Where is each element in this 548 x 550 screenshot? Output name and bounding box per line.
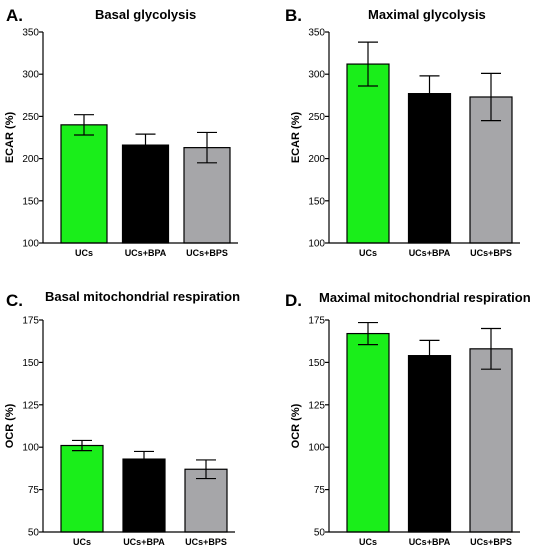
y-tick-label: 350 bbox=[22, 28, 39, 39]
bar-ucs-bps bbox=[469, 348, 513, 533]
x-tick-label: UCs bbox=[359, 537, 377, 547]
panel-letter: B. bbox=[285, 6, 302, 25]
bar-ucs-bps bbox=[184, 468, 228, 533]
y-tick-label: 175 bbox=[22, 316, 39, 327]
y-tick-label: 150 bbox=[308, 358, 325, 369]
y-tick-label: 200 bbox=[308, 154, 325, 165]
y-tick-label: 100 bbox=[22, 239, 39, 250]
panel-letter: A. bbox=[6, 6, 23, 25]
y-axis-label: OCR (%) bbox=[4, 403, 16, 448]
chart-panel-2: C. Basal mitochondrial respiration OCR (%)… bbox=[4, 289, 240, 547]
bar-ucs-bps bbox=[469, 96, 513, 244]
y-tick-label: 300 bbox=[308, 70, 325, 81]
y-tick-label: 100 bbox=[308, 239, 325, 250]
y-tick-label: 50 bbox=[28, 528, 40, 539]
y-axis-label: ECAR (%) bbox=[290, 112, 302, 164]
y-tick-label: 125 bbox=[308, 400, 325, 411]
x-tick-label: UCs bbox=[75, 248, 93, 258]
chart-panel-1: B. Maximal glycolysis ECAR (%) 100 150 200 250… bbox=[285, 6, 520, 258]
y-tick-label: 250 bbox=[22, 112, 39, 123]
x-tick-label: UCs bbox=[73, 537, 91, 547]
y-tick-label: 75 bbox=[314, 485, 326, 496]
x-tick-label: UCs+BPA bbox=[409, 248, 451, 258]
bar-ucs-bpa bbox=[121, 144, 170, 244]
y-tick-label: 100 bbox=[308, 443, 325, 454]
bar-ucs bbox=[60, 444, 104, 533]
y-axis-label: ECAR (%) bbox=[4, 112, 16, 164]
y-tick-label: 175 bbox=[308, 316, 325, 327]
x-tick-label: UCs+BPA bbox=[409, 537, 451, 547]
bar-ucs-bpa bbox=[407, 355, 452, 533]
y-tick-label: 350 bbox=[308, 28, 325, 39]
y-tick-label: 300 bbox=[22, 70, 39, 81]
y-tick-label: 250 bbox=[308, 112, 325, 123]
x-tick-label: UCs+BPA bbox=[123, 537, 165, 547]
y-tick-label: 150 bbox=[22, 358, 39, 369]
y-tick-label: 150 bbox=[22, 196, 39, 207]
x-tick-label: UCs+BPS bbox=[186, 248, 228, 258]
chart-title: Maximal glycolysis bbox=[368, 7, 486, 22]
x-tick-label: UCs+BPA bbox=[125, 248, 167, 258]
panel-letter: C. bbox=[6, 291, 23, 310]
y-tick-label: 150 bbox=[308, 196, 325, 207]
y-tick-label: 75 bbox=[28, 485, 40, 496]
chart-panel-3: D. Maximal mitochondrial respiration OCR (… bbox=[285, 290, 531, 547]
bar-ucs-bpa bbox=[407, 93, 452, 244]
y-tick-label: 100 bbox=[22, 443, 39, 454]
y-tick-label: 50 bbox=[314, 528, 326, 539]
chart-title: Basal mitochondrial respiration bbox=[45, 289, 240, 304]
chart-panel-0: A. Basal glycolysis ECAR (%) 100 150 200 250 30… bbox=[4, 6, 238, 258]
y-tick-label: 125 bbox=[22, 400, 39, 411]
chart-title: Basal glycolysis bbox=[95, 7, 196, 22]
bar-ucs bbox=[346, 332, 390, 533]
y-axis-label: OCR (%) bbox=[290, 403, 302, 448]
bar-ucs bbox=[60, 124, 108, 244]
bar-ucs-bpa bbox=[122, 458, 166, 533]
bar-ucs bbox=[346, 63, 390, 244]
bar-ucs-bps bbox=[183, 147, 231, 244]
x-tick-label: UCs bbox=[359, 248, 377, 258]
x-tick-label: UCs+BPS bbox=[470, 248, 512, 258]
panel-letter: D. bbox=[285, 291, 302, 310]
x-tick-label: UCs+BPS bbox=[470, 537, 512, 547]
y-tick-label: 200 bbox=[22, 154, 39, 165]
x-tick-label: UCs+BPS bbox=[185, 537, 227, 547]
chart-title: Maximal mitochondrial respiration bbox=[319, 290, 531, 305]
